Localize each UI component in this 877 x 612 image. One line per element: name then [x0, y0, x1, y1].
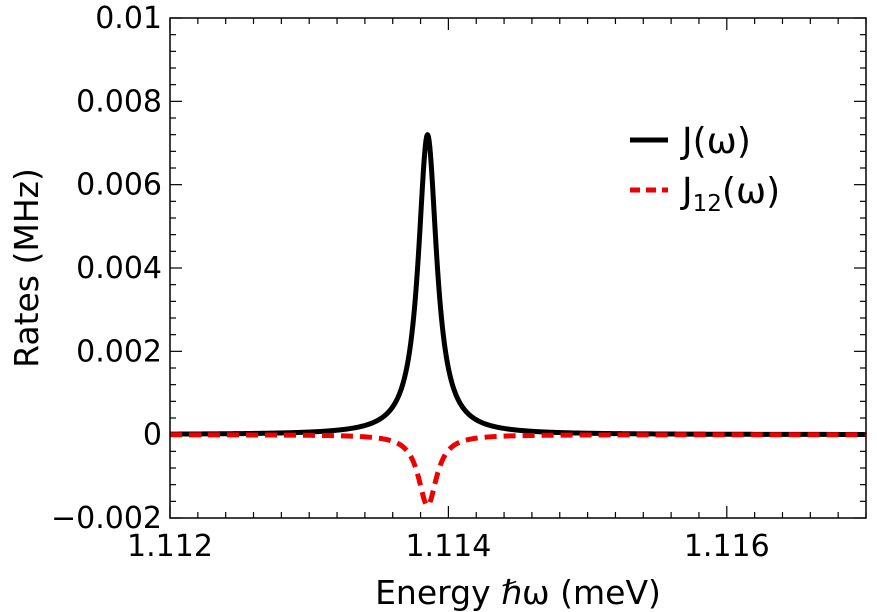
legend-label-j: J(ω) — [680, 121, 751, 162]
x-tick-labels: 1.112 1.114 1.116 — [127, 529, 770, 564]
legend-label-j12-sub: 12 — [693, 191, 722, 217]
x-tick-label: 1.116 — [684, 529, 770, 564]
legend-label-j-tail: ) — [737, 121, 751, 162]
y-tick-label: 0.006 — [76, 168, 162, 203]
series-j12-line — [170, 432, 866, 508]
y-tick-label: −0.002 — [51, 501, 162, 536]
series-layer — [170, 132, 866, 508]
legend-label-j12-tail: (ω) — [722, 171, 780, 212]
axis-ticks — [169, 17, 867, 519]
x-tick-label: 1.112 — [127, 529, 213, 564]
x-tick-label: 1.114 — [405, 529, 491, 564]
plot-frame — [169, 17, 867, 519]
legend: J(ω) J12(ω) — [630, 121, 780, 217]
y-tick-labels: −0.002 0 0.002 0.004 0.006 0.008 0.01 — [51, 1, 162, 536]
y-tick-label: 0.004 — [76, 251, 162, 286]
y-tick-label: 0.008 — [76, 84, 162, 119]
legend-label-j12-main: J — [680, 171, 693, 212]
y-axis-title: Rates (MHz) — [7, 168, 46, 368]
legend-label-j12: J12(ω) — [680, 171, 780, 217]
y-tick-label: 0 — [143, 418, 162, 453]
legend-label-j-main: J(ω — [680, 121, 737, 162]
x-axis-title: Energy ℏω (meV) — [375, 573, 661, 612]
y-tick-label: 0.01 — [95, 1, 162, 36]
y-tick-label: 0.002 — [76, 334, 162, 369]
